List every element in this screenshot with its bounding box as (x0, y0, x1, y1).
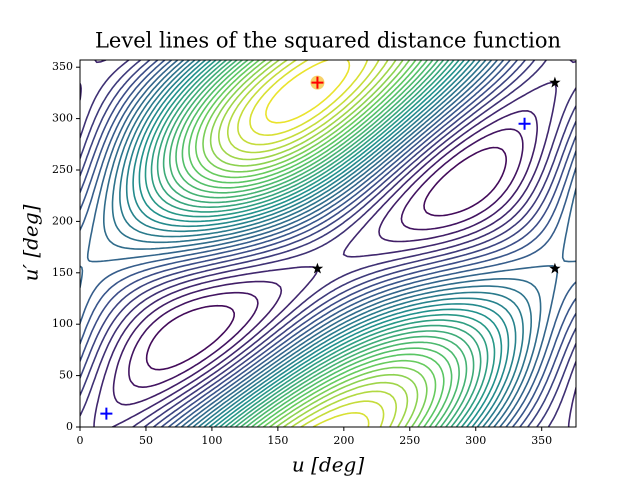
contour-line (119, 60, 524, 427)
x-tick-label: 350 (531, 434, 552, 447)
contour-line (144, 60, 496, 427)
y-tick-label: 250 (52, 163, 73, 176)
contour-line (175, 60, 460, 427)
contour-line (188, 60, 445, 427)
contour-line (138, 60, 503, 427)
contour-line (265, 60, 351, 124)
y-tick-label: 300 (52, 112, 73, 125)
plus-marker (311, 76, 324, 89)
contour-line (169, 60, 468, 427)
contour-line (249, 60, 370, 427)
contour-line (112, 110, 538, 406)
contour-line (80, 60, 576, 427)
y-tick-label: 150 (52, 266, 73, 279)
plus-marker (100, 407, 113, 420)
contour-line (209, 60, 419, 427)
star-marker (311, 262, 324, 274)
contour-line (202, 60, 428, 427)
contour-line (128, 128, 524, 388)
x-tick-label: 0 (77, 434, 84, 447)
y-tick-label: 200 (52, 214, 73, 227)
contour-line (132, 60, 510, 427)
plus-marker (518, 117, 531, 130)
contour-line (125, 60, 517, 427)
axes-frame (79, 59, 577, 428)
contour-line (111, 60, 532, 427)
x-tick-label: 250 (399, 434, 420, 447)
y-axis-label: u′ [deg] (19, 204, 43, 281)
y-tick-label: 0 (66, 420, 73, 433)
x-tick-label: 200 (333, 434, 354, 447)
contour-line (237, 60, 385, 427)
contour-line (156, 60, 482, 427)
contour-line (145, 146, 507, 371)
contours (80, 60, 576, 427)
contour-line (103, 60, 542, 427)
chart-title: Level lines of the squared distance func… (95, 29, 561, 53)
contour-line (218, 60, 409, 427)
y-tick-label: 50 (59, 369, 73, 382)
contour-line (195, 60, 437, 427)
x-tick-label: 100 (201, 434, 222, 447)
contour-line (162, 60, 475, 427)
x-axis-label: u [deg] (292, 453, 364, 477)
x-tick-label: 150 (267, 434, 288, 447)
y-tick-label: 350 (52, 60, 73, 73)
contour-line (181, 60, 453, 427)
x-tick-label: 50 (139, 434, 153, 447)
contour-line (150, 60, 489, 427)
x-tick-label: 300 (465, 434, 486, 447)
y-tick-label: 100 (52, 317, 73, 330)
star-marker (549, 262, 561, 274)
star-marker (549, 76, 561, 88)
